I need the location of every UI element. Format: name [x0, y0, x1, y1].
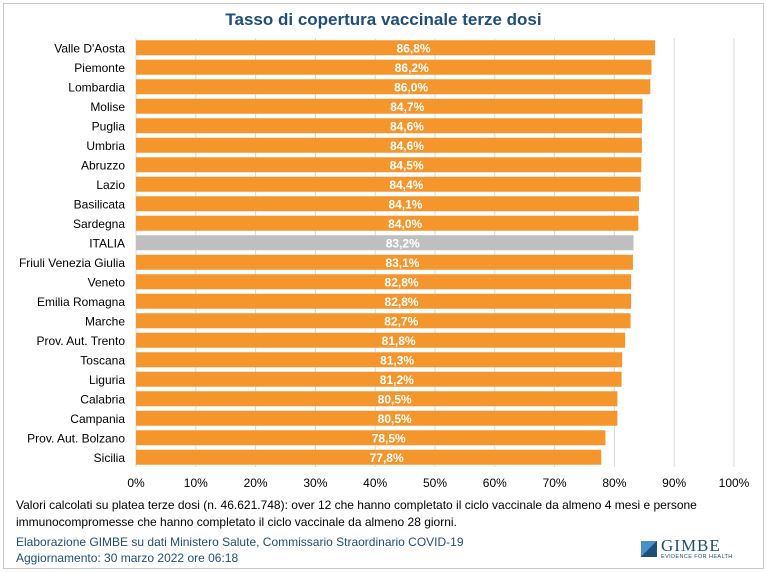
bar: [136, 352, 623, 368]
category-label: Prov. Aut. Bolzano: [27, 431, 125, 445]
category-label: Lombardia: [68, 80, 125, 94]
bar-value-label: 84,0%: [388, 217, 422, 231]
category-label: Campania: [70, 412, 125, 426]
bar: [136, 176, 641, 192]
category-label: Emilia Romagna: [37, 295, 125, 309]
bar-value-label: 84,6%: [390, 119, 424, 133]
bar-value-label: 77,8%: [370, 451, 404, 465]
x-tick-label: 10%: [184, 476, 208, 490]
category-label: Marche: [85, 314, 125, 328]
bars: 86,8% 86,2% 86,0% 84,7% 84,6% 84,6% 84,5% 84,4%…: [136, 40, 656, 465]
bar-value-label: 81,3%: [380, 353, 414, 367]
bar: [136, 79, 651, 95]
bar-value-label: 80,5%: [378, 392, 412, 406]
bar-value-label: 83,1%: [385, 256, 419, 270]
category-label: Friuli Venezia Giulia: [19, 256, 125, 270]
category-label: Veneto: [88, 275, 126, 289]
bar: [136, 98, 643, 114]
bar-value-label: 82,7%: [384, 314, 418, 328]
bar: [136, 430, 606, 446]
logo-name: GIMBE: [661, 535, 721, 555]
bar: [136, 274, 632, 290]
bar: [136, 313, 631, 329]
bar-value-label: 82,8%: [385, 275, 419, 289]
bar: [136, 196, 639, 212]
x-tick-label: 50%: [423, 476, 447, 490]
bar-chart: 86,8% 86,2% 86,0% 84,7% 84,6% 84,6% 84,5% 84,4%…: [19, 38, 750, 490]
category-labels: Valle D'Aosta Piemonte Lombardia Molise Pugl…: [19, 41, 125, 465]
x-tick-label: 20%: [244, 476, 268, 490]
bar-value-label: 81,2%: [380, 373, 414, 387]
bar: [136, 371, 622, 387]
update-line: Aggiornamento: 30 marzo 2022 ore 06:18: [16, 551, 239, 565]
category-label: Prov. Aut. Trento: [37, 334, 126, 348]
gimbe-logo: GIMBE EVIDENCE FOR HEALTH: [641, 535, 751, 563]
bar: [136, 410, 618, 426]
bar-value-label: 78,5%: [372, 431, 406, 445]
category-label: Toscana: [80, 353, 125, 367]
bar-highlight: [136, 235, 634, 251]
bar: [136, 254, 633, 270]
category-label: Abruzzo: [81, 158, 125, 172]
bar-value-label: 86,2%: [395, 61, 429, 75]
footnote: Valori calcolati su platea terze dosi (n…: [16, 498, 697, 529]
x-tick-label: 40%: [363, 476, 387, 490]
x-tick-label: 30%: [303, 476, 327, 490]
category-label: Sardegna: [73, 217, 125, 231]
x-tick-label: 70%: [543, 476, 567, 490]
x-tick-label: 100%: [719, 476, 750, 490]
bar: [136, 59, 652, 75]
bar: [136, 293, 632, 309]
category-label: Lazio: [96, 178, 125, 192]
category-label: Valle D'Aosta: [54, 41, 125, 55]
bar-value-label: 84,1%: [388, 197, 422, 211]
category-label: Puglia: [92, 119, 126, 133]
category-label: Piemonte: [74, 61, 125, 75]
bar: [136, 157, 642, 173]
gimbe-logo-mark-icon: [641, 541, 657, 557]
source-credit: Elaborazione GIMBE su dati Ministero Sal…: [16, 534, 464, 566]
x-tick-label: 60%: [483, 476, 507, 490]
chart-title: Tasso di copertura vaccinale terze dosi: [225, 10, 542, 29]
bar-value-label: 84,4%: [389, 178, 423, 192]
category-label: ITALIA: [89, 236, 125, 250]
logo-tagline: EVIDENCE FOR HEALTH: [661, 553, 733, 560]
x-tick-label: 80%: [602, 476, 626, 490]
bar-value-label: 86,0%: [394, 80, 428, 94]
bar-value-label: 84,6%: [390, 139, 424, 153]
category-label: Calabria: [80, 392, 125, 406]
bar-value-label: 84,5%: [390, 158, 424, 172]
bar: [136, 118, 642, 134]
source-line: Elaborazione GIMBE su dati Ministero Sal…: [16, 535, 464, 549]
bar-value-label: 84,7%: [390, 100, 424, 114]
bar: [136, 215, 639, 231]
bar: [136, 449, 602, 465]
bar: [136, 40, 656, 56]
bar-value-label: 80,5%: [378, 412, 412, 426]
bar-value-label: 86,8%: [397, 41, 431, 55]
category-label: Basilicata: [74, 197, 126, 211]
bar-value-label: 83,2%: [386, 236, 420, 250]
bar: [136, 137, 642, 153]
x-tick-labels: 0% 10% 20% 30% 40% 50% 60% 70% 80% 90% 100%: [127, 476, 749, 490]
category-label: Sicilia: [94, 451, 126, 465]
category-label: Umbria: [86, 139, 125, 153]
category-label: Liguria: [89, 373, 125, 387]
bar-value-label: 82,8%: [385, 295, 419, 309]
x-tick-label: 90%: [662, 476, 686, 490]
x-tick-label: 0%: [127, 476, 145, 490]
bar-value-label: 81,8%: [382, 334, 416, 348]
bar: [136, 332, 626, 348]
category-label: Molise: [90, 100, 125, 114]
bar: [136, 391, 618, 407]
